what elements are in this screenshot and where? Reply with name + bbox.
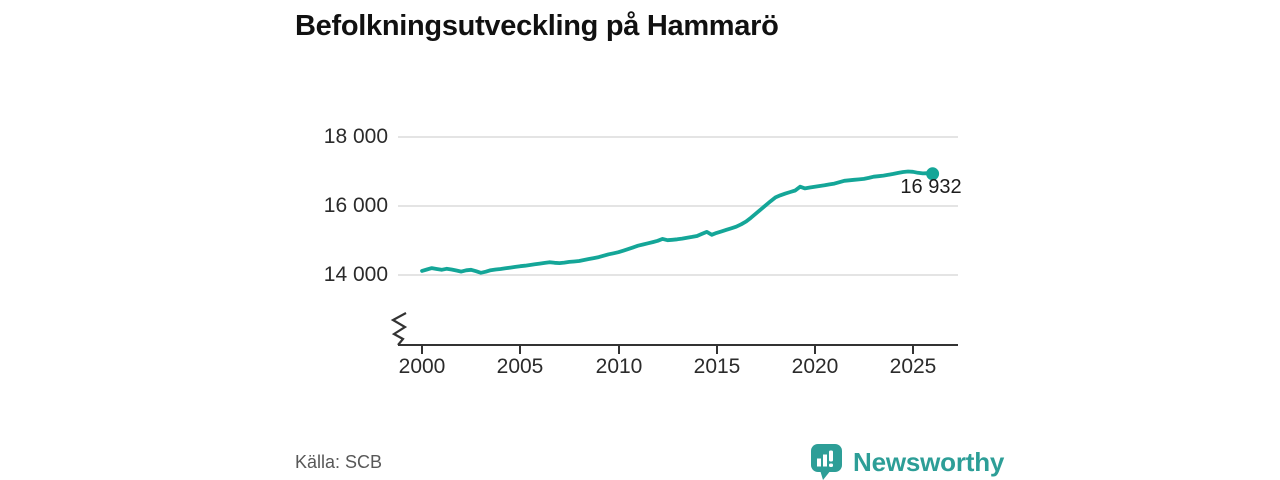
end-point-dot xyxy=(926,167,940,181)
x-tick xyxy=(618,346,620,354)
newsworthy-logo-icon xyxy=(811,444,842,480)
x-tick xyxy=(912,346,914,354)
end-value-label: 16 932 xyxy=(900,176,962,198)
y-tick-label: 18 000 xyxy=(323,125,388,148)
x-tick-label: 2000 xyxy=(398,355,446,378)
x-tick xyxy=(814,346,816,354)
x-tick-label: 2005 xyxy=(496,355,544,378)
gridline-18000 xyxy=(398,136,958,138)
x-tick-label: 2010 xyxy=(595,355,643,378)
line-series xyxy=(420,169,935,275)
source-note: Källa: SCB xyxy=(295,452,383,472)
x-tick xyxy=(519,346,521,354)
x-axis-line xyxy=(398,344,958,346)
gridline-16000 xyxy=(398,205,958,207)
x-tick-label: 2020 xyxy=(791,355,839,378)
x-tick-label: 2015 xyxy=(693,355,741,378)
x-tick-label: 2025 xyxy=(889,355,937,378)
newsworthy-logo-link[interactable]: Newsworthy xyxy=(810,443,1004,480)
gridline-14000 xyxy=(398,274,958,276)
axis-break-icon xyxy=(390,312,408,346)
newsworthy-wordmark: Newsworthy xyxy=(853,447,1005,477)
x-tick xyxy=(716,346,718,354)
x-tick xyxy=(421,346,423,354)
population-line-chart xyxy=(420,167,940,275)
y-tick-label: 14 000 xyxy=(323,263,388,286)
page-title: Befolkningsutveckling på Hammarö xyxy=(295,10,779,42)
y-tick-label: 16 000 xyxy=(323,194,388,217)
